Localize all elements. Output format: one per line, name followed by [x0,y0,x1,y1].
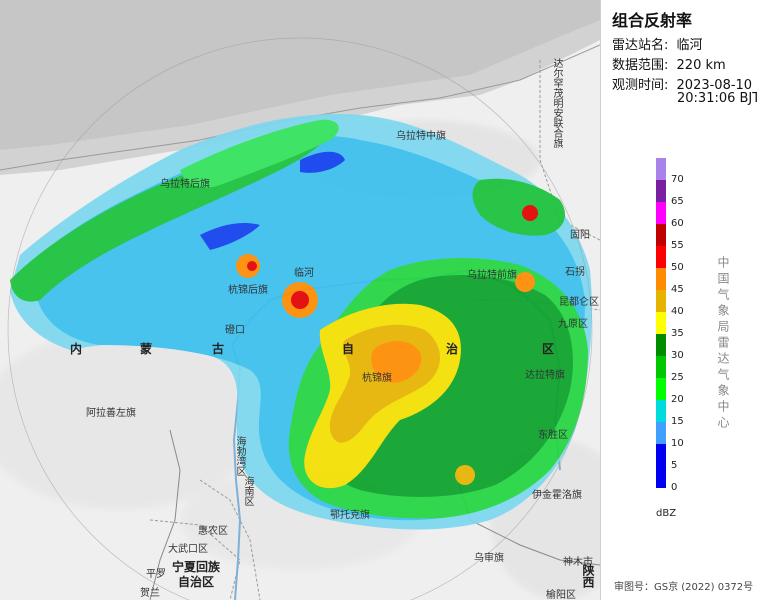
map-label: 内 [70,342,83,356]
radar-range-circle [7,37,593,600]
colorbar-segment [656,158,666,180]
map-label: 达尔罕茂明安联合旗 [551,58,562,148]
map-approval-number: 审图号：GS京 (2022) 0372号 [614,582,754,593]
time-label: 观测时间: [612,78,669,93]
map-label: 杭锦旗 [362,373,392,384]
map-label: 达拉特旗 [525,370,565,381]
map-label: 固阳 [570,230,590,241]
colorbar-tick-label: 20 [671,394,684,405]
colorbar-tick-label: 0 [671,482,678,493]
time-row: 观测时间: 2023-08-10 [612,74,752,93]
colorbar-segment [656,356,666,378]
map-label: 鄂托克旗 [330,510,370,521]
colorbar-tick-label: 5 [671,460,678,471]
range-row: 数据范围: 220 km [612,54,726,73]
colorbar-tick-label: 30 [671,350,684,361]
colorbar-tick-label: 70 [671,174,684,185]
colorbar-segment [656,444,666,466]
map-label: 神木市 [563,557,593,568]
colorbar-tick-label: 25 [671,372,684,383]
colorbar-unit: dBZ [656,508,677,519]
panel-title: 组合反射率 [612,11,693,30]
map-label: 贺兰 [140,588,160,599]
time-value-time: 20:31:06 BJT [677,91,757,106]
map-label: 临河 [294,268,314,279]
colorbar-tick-label: 45 [671,284,684,295]
radar-echoes [10,114,592,530]
map-label: 乌拉特后旗 [160,179,210,190]
map-label: 古 [212,342,225,356]
map-label: 大武口区 [168,544,208,555]
map-label: 九原区 [558,319,588,330]
colorbar-tick-label: 40 [671,306,684,317]
colorbar-tick-label: 35 [671,328,684,339]
map-label: 杭锦后旗 [228,285,268,296]
map-label: 石拐 [565,267,585,278]
colorbar-segment [656,246,666,268]
time-value-date: 2023-08-10 [676,78,753,93]
map-label: 自 [342,342,355,356]
colorbar-segment [656,202,666,224]
colorbar-tick-label: 65 [671,196,684,207]
info-panel: 组合反射率 雷达站名: 临河 数据范围: 220 km 观测时间: 2023-0… [600,0,757,600]
colorbar-segment [656,224,666,246]
map-label: 乌审旗 [474,553,504,564]
colorbar-segment [656,422,666,444]
map-label: 乌拉特中旗 [396,131,446,142]
map-label: 自治区 [178,575,215,589]
colorbar-segment [656,312,666,334]
colorbar-segment [656,400,666,422]
colorbar-segment [656,466,666,488]
station-value: 临河 [676,38,703,53]
map-label: 宁夏回族 [172,560,221,574]
map-canvas [0,0,600,600]
map-label: 昆都仑区 [559,297,599,308]
colorbar-segment [656,268,666,290]
map-label: 海南区 [242,476,253,506]
range-label: 数据范围: [612,58,669,73]
map-label: 榆阳区 [546,590,576,600]
colorbar-tick-label: 10 [671,438,684,449]
map-label: 惠农区 [198,526,228,537]
map-label: 东胜区 [538,430,568,441]
organization-text: 中国气象局雷达气象中心 [716,256,730,432]
map-label: 蒙 [140,342,153,356]
map-label: 乌拉特前旗 [467,270,517,281]
colorbar-segment [656,180,666,202]
map-label: 治 [446,342,459,356]
colorbar-tick-label: 60 [671,218,684,229]
map-label: 磴口 [225,325,245,336]
colorbar [656,158,666,488]
colorbar-tick-label: 55 [671,240,684,251]
colorbar-segment [656,334,666,356]
colorbar-segment [656,378,666,400]
colorbar-tick-label: 15 [671,416,684,427]
map-label: 陕西 [581,564,595,588]
station-row: 雷达站名: 临河 [612,34,703,53]
colorbar-tick-label: 50 [671,262,684,273]
radar-map: 达尔罕茂明安联合旗 乌拉特中旗 乌拉特后旗 固阳 石拐 乌拉特前旗 临河 杭锦后… [0,0,600,600]
map-label: 区 [542,342,555,356]
map-label: 平罗 [146,569,166,580]
colorbar-segment [656,290,666,312]
map-label: 伊金霍洛旗 [532,490,582,501]
map-label: 海勃湾区 [234,436,245,476]
station-label: 雷达站名: [612,38,669,53]
range-value: 220 km [676,58,726,73]
map-label: 阿拉善左旗 [86,408,136,419]
